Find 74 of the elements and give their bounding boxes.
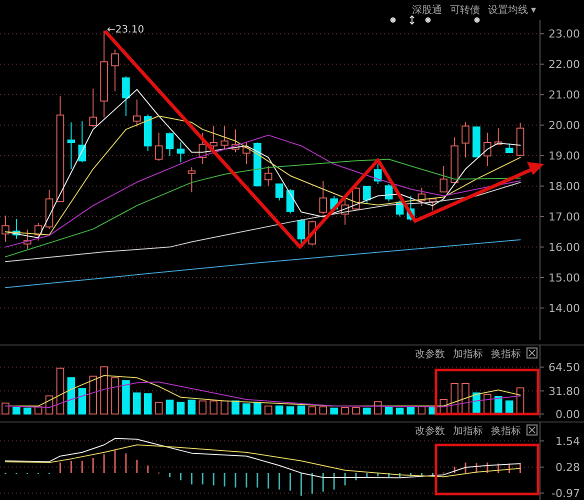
bar xyxy=(308,406,316,415)
y-tick-label: 21.00 xyxy=(548,88,580,102)
candlestick xyxy=(188,166,196,193)
y-tick-label: 16.00 xyxy=(548,241,580,254)
bar xyxy=(122,380,130,415)
annotation: 换指标 xyxy=(491,425,521,437)
bar xyxy=(319,406,328,415)
y-tick-label: 31.80 xyxy=(548,384,580,398)
annotation: 换指标 xyxy=(491,348,521,360)
candlestick xyxy=(2,215,10,242)
candlestick xyxy=(176,142,185,163)
bar xyxy=(67,377,76,415)
y-tick-label: 0.00 xyxy=(556,408,580,422)
annotation: 加指标 xyxy=(453,348,483,360)
bar xyxy=(89,376,97,415)
y-tick-label: 15.00 xyxy=(548,272,580,285)
bar xyxy=(450,382,458,415)
bar xyxy=(462,382,470,415)
y-tick-label: 64.50 xyxy=(548,361,580,374)
bar xyxy=(23,408,32,415)
candlestick xyxy=(100,30,108,118)
text: 可转债 xyxy=(450,4,480,16)
bar xyxy=(220,400,228,415)
line-series xyxy=(4,382,521,408)
y-tick-label: 17.00 xyxy=(548,210,580,224)
bar xyxy=(275,406,284,415)
bar xyxy=(352,406,360,415)
y-tick-label: 22.00 xyxy=(548,58,580,72)
y-tick-label: -0.97 xyxy=(552,487,580,500)
bar xyxy=(2,402,10,415)
bar xyxy=(286,406,294,415)
y-tick-label: 14.00 xyxy=(548,302,580,315)
bar xyxy=(144,393,152,415)
annotation: 加指标 xyxy=(453,425,483,437)
bar xyxy=(242,403,250,415)
y-tick-label: 1.54 xyxy=(556,434,580,448)
bar xyxy=(56,368,64,415)
bar xyxy=(188,400,196,415)
text: 深股通 xyxy=(412,4,442,16)
bar xyxy=(363,408,371,415)
bar xyxy=(297,406,306,415)
line-series xyxy=(4,182,521,262)
bar xyxy=(133,392,141,415)
bar xyxy=(78,388,86,415)
bar xyxy=(154,402,163,415)
y-tick-label: 23.00 xyxy=(548,28,580,41)
bar xyxy=(254,402,262,415)
bar xyxy=(210,400,218,415)
bar xyxy=(264,406,272,415)
y-tick-label: 20.00 xyxy=(548,119,580,132)
annotation: 改参数 xyxy=(415,348,445,360)
bar xyxy=(111,377,119,415)
bar xyxy=(166,400,174,415)
line-series xyxy=(4,134,521,248)
bar xyxy=(198,400,207,415)
bar xyxy=(100,366,108,415)
text: 设置均线 ▾ xyxy=(488,4,536,16)
bar xyxy=(330,408,338,415)
y-tick-label: 0.28 xyxy=(556,461,580,474)
y-tick-label: 19.00 xyxy=(548,150,580,163)
bar xyxy=(232,400,240,415)
line-series xyxy=(4,438,521,478)
line-series xyxy=(4,444,521,478)
bar xyxy=(396,408,404,415)
candlestick xyxy=(111,49,119,92)
annotation: ←23.10 xyxy=(107,24,144,36)
bar xyxy=(12,406,20,415)
bar xyxy=(176,402,185,415)
candlestick xyxy=(67,122,76,170)
candlestick xyxy=(484,132,492,166)
line-series xyxy=(4,158,521,258)
annotation: 改参数 xyxy=(415,425,445,437)
bar xyxy=(341,406,349,415)
y-tick-label: 18.00 xyxy=(548,180,580,194)
